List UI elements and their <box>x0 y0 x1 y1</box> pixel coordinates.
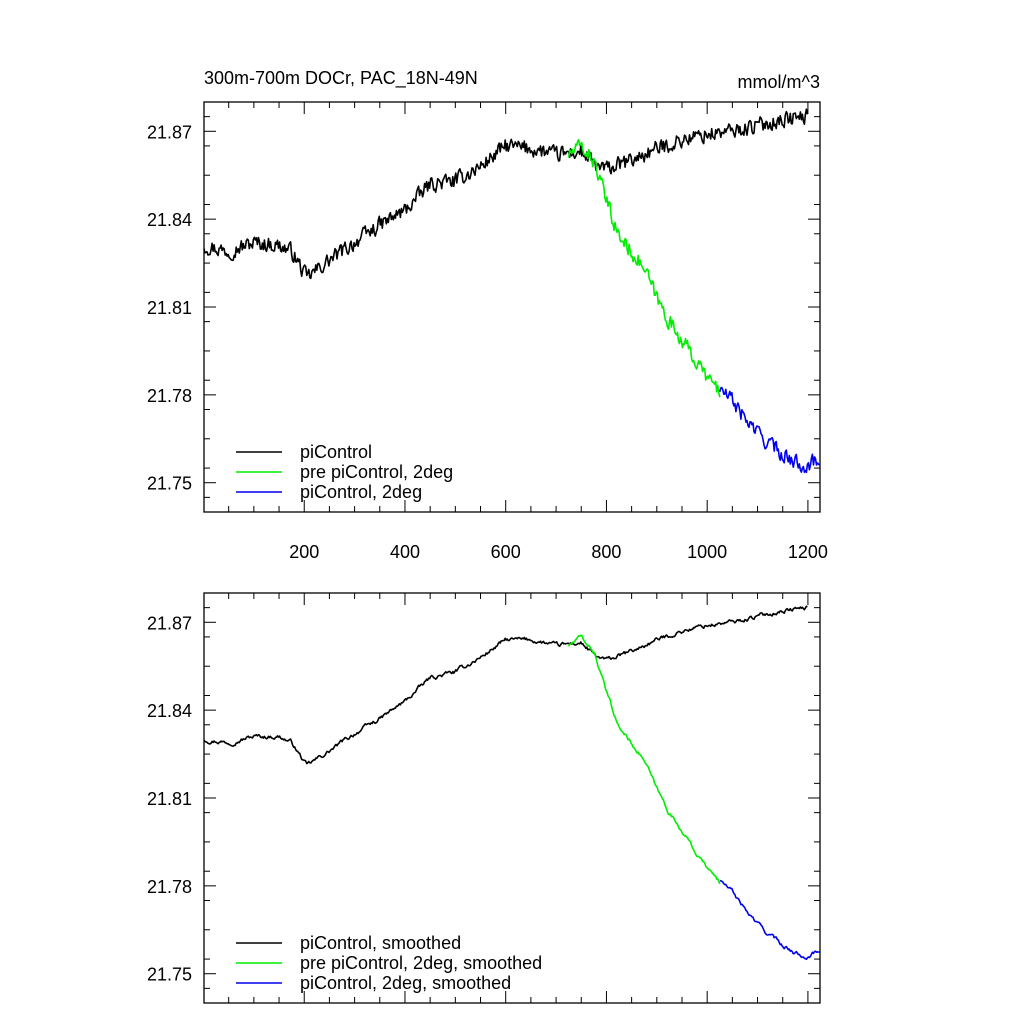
y-tick-label: 21.87 <box>147 613 192 633</box>
y-tick-label: 21.84 <box>147 701 192 721</box>
legend-label: piControl <box>300 442 372 462</box>
y-tick-label: 21.78 <box>147 386 192 406</box>
y-tick-label: 21.87 <box>147 122 192 142</box>
x-tick-label: 1200 <box>788 542 828 562</box>
plot-frame <box>203 101 821 513</box>
legend-label: piControl, 2deg, smoothed <box>300 973 511 993</box>
x-tick-label: 200 <box>289 542 319 562</box>
x-tick-label: 800 <box>591 542 621 562</box>
x-tick-label: 400 <box>390 542 420 562</box>
y-tick-label: 21.75 <box>147 474 192 494</box>
legend-label: piControl, 2deg <box>300 482 422 502</box>
x-tick-label: 1000 <box>687 542 727 562</box>
series-line-picontrol-2deg <box>719 386 821 474</box>
series-line-picontrol-2deg-smoothed <box>719 879 820 961</box>
panel-bottom: 21.75 21.78 21.81 21.84 21.87 piControl, smoo… <box>147 592 821 1004</box>
y-tick-label: 21.84 <box>147 210 192 230</box>
y-tick-label: 21.78 <box>147 877 192 897</box>
legend-label: pre piControl, 2deg <box>300 462 453 482</box>
series-line-pre-picontrol-2deg-smoothed <box>567 634 721 885</box>
chart-title: 300m-700m DOCr, PAC_18N-49N <box>204 68 478 89</box>
plot-frame <box>203 592 821 1004</box>
series-line-picontrol-smoothed <box>203 605 808 765</box>
units-label: mmol/m^3 <box>738 72 820 92</box>
series-line-pre-picontrol-2deg <box>567 139 721 398</box>
x-tick-label: 600 <box>491 542 521 562</box>
panel-top: 21.75 21.78 21.81 21.84 21.87 200 400 600 800 100… <box>147 101 828 562</box>
legend-label: piControl, smoothed <box>300 933 461 953</box>
y-tick-label: 21.75 <box>147 965 192 985</box>
y-tick-label: 21.81 <box>147 789 192 809</box>
series-line-picontrol <box>203 108 809 280</box>
y-tick-label: 21.81 <box>147 298 192 318</box>
legend-label: pre piControl, 2deg, smoothed <box>300 953 542 973</box>
